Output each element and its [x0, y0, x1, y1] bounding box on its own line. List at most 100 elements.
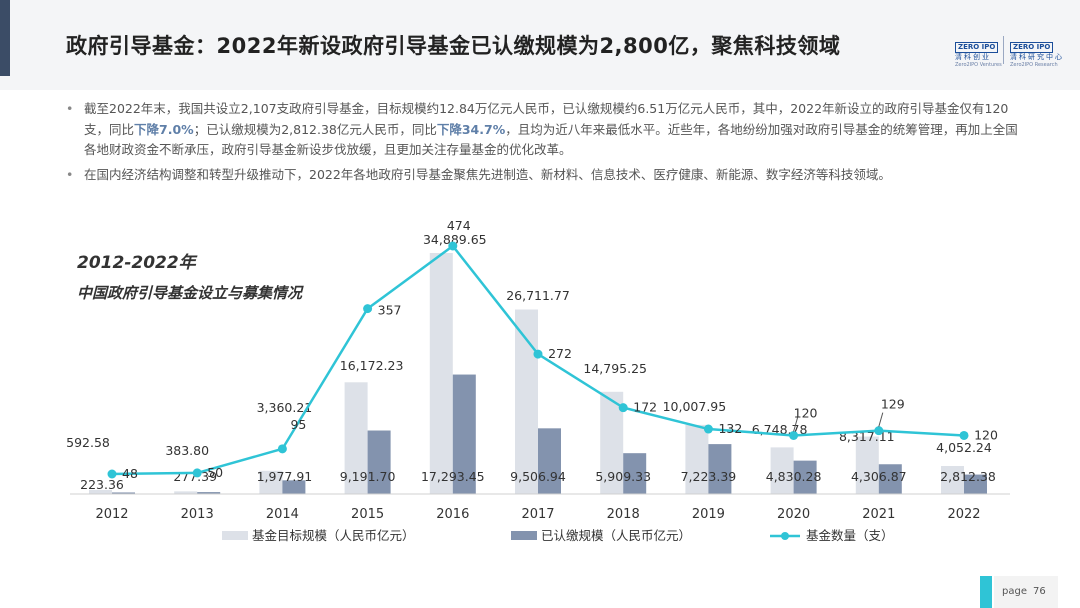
title-band — [0, 0, 1080, 90]
paid-bar — [964, 474, 987, 494]
count-value-label: 120 — [794, 405, 818, 420]
bullet-1: 截至2022年末，我国共设立2,107支政府引导基金，目标规模约12.84万亿元… — [64, 99, 1024, 161]
x-tick-label: 2022 — [947, 507, 980, 522]
paid-value-label: 223.36 — [80, 477, 124, 492]
target-value-label: 10,007.95 — [663, 399, 727, 414]
legend-paid-swatch — [511, 531, 537, 540]
target-value-label: 16,172.23 — [340, 358, 404, 373]
count-point — [192, 468, 202, 478]
count-value-label: 132 — [718, 421, 742, 436]
page-number: page 76 — [994, 576, 1058, 608]
x-tick-label: 2019 — [692, 507, 725, 522]
x-tick-label: 2017 — [521, 507, 554, 522]
bullet-text: ；已认缴规模为2,812.38亿元人民币，同比 — [193, 121, 437, 137]
count-value-label: 474 — [447, 218, 471, 233]
legend-count-dot — [781, 532, 789, 540]
zero2ipo-ventures-logo: ZERO IPO 清科创业 Zero2IPO Ventures — [955, 34, 1002, 68]
target-bar — [259, 470, 283, 494]
count-value-label: 272 — [548, 346, 572, 361]
target-bar — [941, 466, 964, 494]
logo-box-text: ZERO IPO — [955, 42, 999, 53]
x-tick-label: 2015 — [351, 507, 384, 522]
paid-value-label: 4,306.87 — [851, 469, 907, 484]
target-bar — [770, 447, 794, 494]
target-bar — [685, 424, 709, 494]
count-value-label: 357 — [378, 303, 402, 318]
label-leader — [878, 412, 884, 427]
count-value-label: 95 — [290, 417, 306, 432]
paid-bar — [367, 430, 391, 494]
bullet-2: 在国内经济结构调整和转型升级推动下，2022年各地政府引导基金聚焦先进制造、新材… — [64, 165, 1024, 186]
legend-target-swatch — [222, 531, 248, 540]
count-value-label: 50 — [207, 465, 223, 480]
paid-bar — [793, 460, 817, 494]
count-point — [277, 444, 287, 454]
target-bar — [515, 309, 538, 494]
page-accent — [980, 576, 992, 608]
logo-en-text: Zero2IPO Research — [1010, 62, 1058, 68]
target-bar — [600, 391, 624, 494]
x-tick-label: 2021 — [862, 507, 895, 522]
logo-divider — [1003, 36, 1004, 64]
summary-bullets: 截至2022年末，我国共设立2,107支政府引导基金，目标规模约12.84万亿元… — [64, 99, 1024, 185]
count-value-label: 48 — [122, 466, 138, 481]
x-tick-label: 2018 — [607, 507, 640, 522]
paid-value-label: 7,223.39 — [681, 469, 737, 484]
target-value-label: 3,360.21 — [257, 400, 313, 415]
target-bar — [89, 489, 112, 494]
paid-value-label: 9,191.70 — [340, 469, 396, 484]
paid-bar — [623, 453, 647, 494]
count-point — [703, 424, 713, 434]
target-bar — [174, 491, 198, 494]
paid-bar — [452, 374, 476, 494]
x-tick-label: 2014 — [266, 507, 299, 522]
count-point — [874, 426, 884, 436]
target-bar — [429, 253, 453, 494]
logo-box-text: ZERO IPO — [1010, 42, 1054, 53]
count-value-label: 120 — [974, 427, 998, 442]
target-value-label: 26,711.77 — [506, 288, 570, 303]
paid-value-label: 1,977.91 — [257, 469, 313, 484]
bullet-text: 截至2022年末，我国共设立2,107支政府引导基金，目标规模约12.84万亿元… — [84, 101, 1009, 137]
paid-bar — [197, 492, 221, 494]
count-value-label: 172 — [633, 400, 657, 415]
paid-bar — [878, 464, 902, 494]
target-bar — [344, 382, 368, 494]
paid-value-label: 5,909.33 — [595, 469, 651, 484]
legend-target-label: 基金目标规模（人民币亿元） — [252, 528, 415, 543]
bullet-text: ，且均为近八年来最低水平。近些年，各地纷纷加强对政府引导基金的统筹管理，再加上全… — [84, 121, 1018, 158]
x-tick-label: 2013 — [181, 507, 214, 522]
logo-cn-text: 清科创业 — [955, 53, 991, 61]
x-tick-label: 2012 — [95, 507, 128, 522]
logo-cn-text: 清科研究中心 — [1010, 53, 1064, 61]
zero2ipo-research-logo: ZERO IPO 清科研究中心 Zero2IPO Research — [1010, 34, 1064, 68]
x-tick-label: 2020 — [777, 507, 810, 522]
target-bar — [855, 436, 879, 494]
target-value-label: 14,795.25 — [583, 361, 647, 376]
page-label: page — [1002, 586, 1027, 597]
label-leader — [793, 417, 799, 432]
bullet-text: 在国内经济结构调整和转型升级推动下，2022年各地政府引导基金聚焦先进制造、新材… — [84, 166, 891, 182]
count-point — [533, 349, 543, 359]
count-point — [363, 304, 373, 314]
count-point — [789, 430, 799, 440]
legend-paid-label: 已认缴规模（人民币亿元） — [541, 528, 691, 543]
count-point — [448, 241, 458, 251]
highlight-decline-size: 下降34.7% — [436, 121, 506, 137]
paid-bar — [708, 444, 732, 494]
paid-value-label: 17,293.45 — [421, 469, 485, 484]
page-title: 政府引导基金：2022年新设政府引导基金已认缴规模为2,800亿，聚焦科技领域 — [66, 34, 841, 58]
target-value-label: 4,052.24 — [936, 440, 992, 455]
count-point — [959, 430, 969, 440]
accent-bar — [0, 0, 10, 76]
count-point — [107, 469, 117, 479]
paid-value-label: 2,812.38 — [940, 469, 996, 484]
legend-count-label: 基金数量（支） — [806, 528, 894, 543]
chart-title-years: 2012-2022年 — [77, 253, 196, 273]
count-value-label: 129 — [881, 397, 905, 412]
target-value-label: 592.58 — [66, 435, 110, 450]
paid-bar — [538, 428, 561, 494]
target-value-label: 34,889.65 — [423, 232, 487, 247]
paid-bar — [282, 480, 306, 494]
